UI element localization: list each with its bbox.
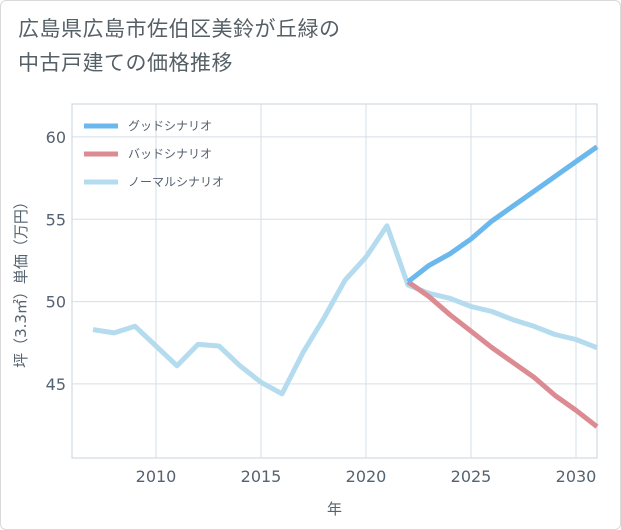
x-tick-label: 2030: [556, 467, 597, 486]
x-tick-label: 2015: [241, 467, 282, 486]
x-tick-label: 2025: [451, 467, 492, 486]
series-line-0: [406, 144, 599, 284]
legend-label: グッドシナリオ: [128, 119, 212, 133]
x-tick-label: 2020: [346, 467, 387, 486]
y-axis-label: 坪（3.3㎡）単価（万円）: [12, 194, 30, 368]
chart-title: 広島県広島市佐伯区美鈴が丘緑の 中古戸建ての価格推移: [18, 12, 341, 80]
series-line-2: [92, 223, 598, 397]
y-tick-label: 45: [46, 375, 66, 394]
y-tick-label: 55: [46, 210, 66, 229]
legend-label: ノーマルシナリオ: [128, 175, 224, 189]
y-tick-label: 50: [46, 293, 66, 312]
chart-title-line-1: 広島県広島市佐伯区美鈴が丘緑の: [18, 17, 341, 41]
axes: 2010 2015 2020 2025 2030 45 50 55 60: [46, 128, 597, 486]
legend-label: バッドシナリオ: [128, 147, 212, 161]
chart-title-line-2: 中古戸建ての価格推移: [18, 51, 233, 75]
x-axis-label: 年: [327, 500, 342, 518]
series-line-1: [406, 279, 599, 429]
y-tick-label: 60: [46, 128, 66, 147]
x-tick-label: 2010: [136, 467, 177, 486]
series-lines: [92, 144, 599, 429]
plot-area: [71, 103, 598, 459]
